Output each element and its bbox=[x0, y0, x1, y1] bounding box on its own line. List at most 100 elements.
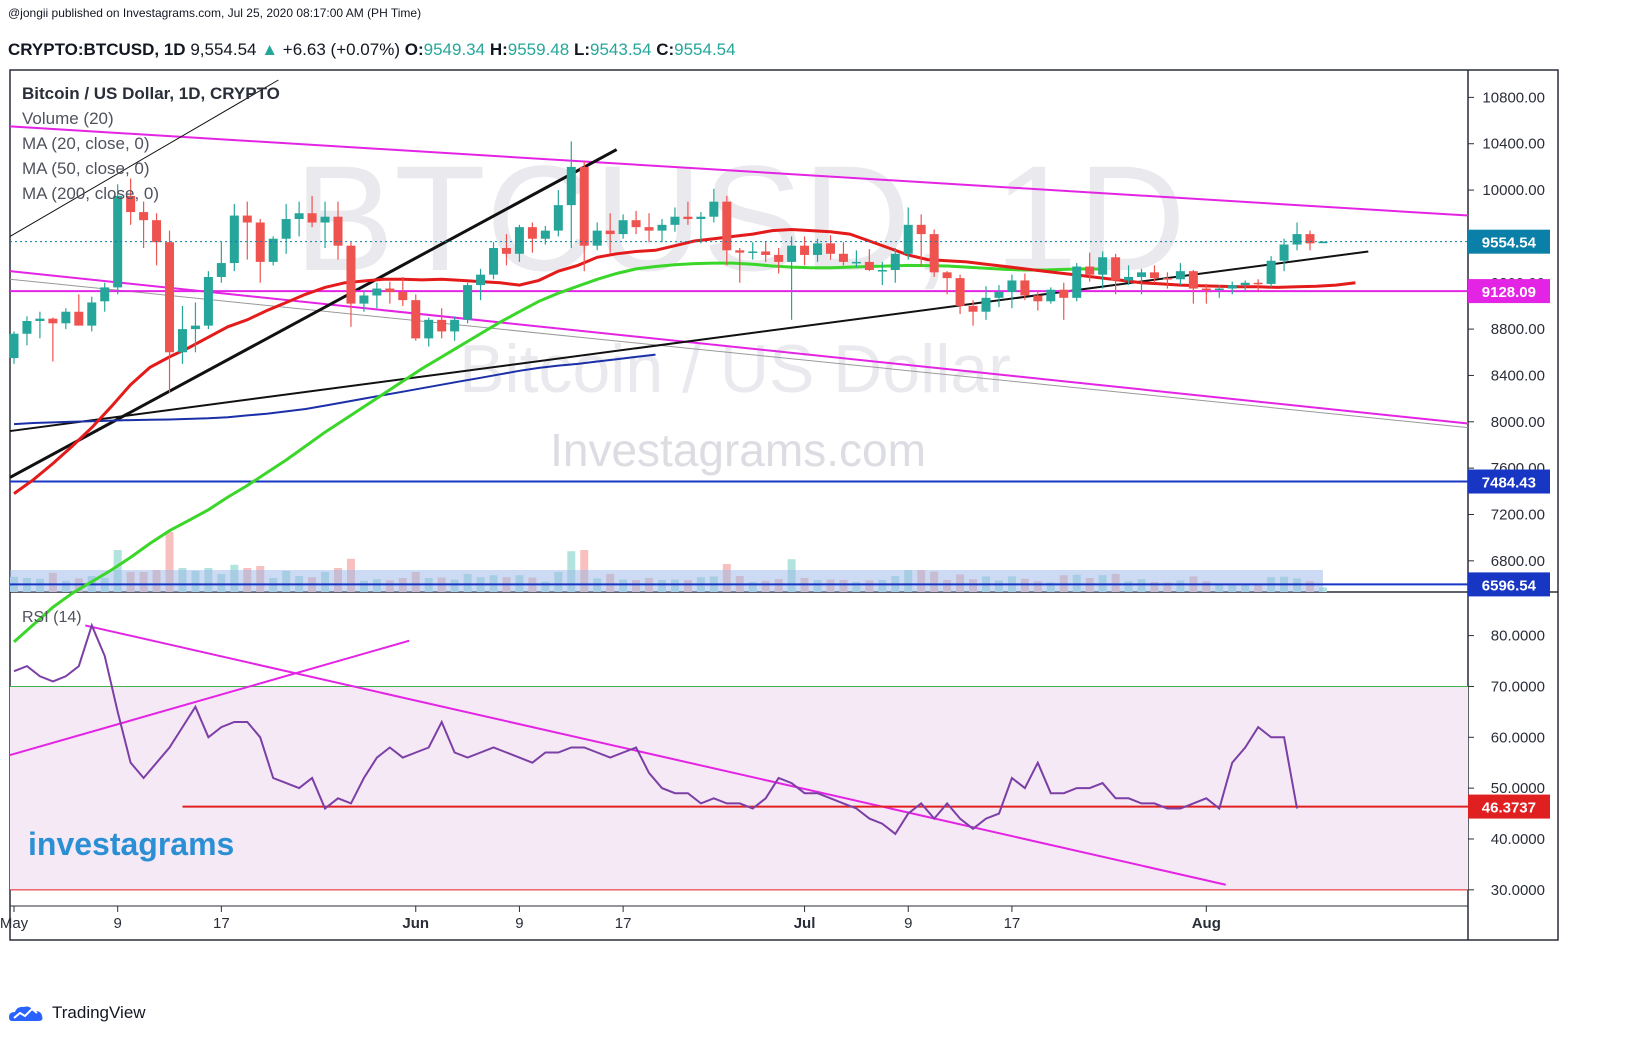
up-arrow-icon: ▲ bbox=[261, 40, 279, 59]
volume-ma-area bbox=[10, 570, 1323, 592]
watermark-site: Investagrams.com bbox=[550, 424, 926, 476]
rsi-tick-label: 80.0000 bbox=[1491, 628, 1545, 645]
candle-body bbox=[424, 319, 434, 339]
candle-body bbox=[1098, 257, 1108, 275]
candle-body bbox=[1253, 282, 1263, 285]
candle-body bbox=[113, 195, 123, 288]
candle-body bbox=[229, 215, 239, 264]
candle-body bbox=[450, 319, 460, 332]
candle-body bbox=[437, 319, 447, 332]
candle-body bbox=[87, 302, 97, 326]
price-tick-label: 7200.00 bbox=[1491, 506, 1545, 523]
candle-body bbox=[1227, 285, 1237, 289]
channel-shadow-line bbox=[9, 278, 1469, 429]
candle-body bbox=[216, 263, 226, 277]
candle-body bbox=[1007, 280, 1017, 293]
candle-body bbox=[566, 166, 576, 206]
candle-body bbox=[1214, 288, 1224, 291]
candle-body bbox=[190, 325, 200, 330]
candle-body bbox=[929, 234, 939, 273]
candle-body bbox=[605, 230, 615, 235]
legend-ma50: MA (50, close, 0) bbox=[22, 159, 150, 178]
price-tick-label: 10000.00 bbox=[1482, 182, 1545, 199]
last-price-badge bbox=[1468, 229, 1550, 254]
candle-body bbox=[35, 318, 45, 321]
steep-support-line bbox=[9, 148, 618, 479]
candle-body bbox=[968, 305, 978, 312]
rsi-tick-label: 30.0000 bbox=[1491, 882, 1545, 899]
legend-ma20: MA (20, close, 0) bbox=[22, 134, 150, 153]
last-price: 9,554.54 bbox=[190, 40, 257, 59]
level-badge bbox=[1468, 572, 1550, 597]
high-value: 9559.48 bbox=[507, 40, 570, 59]
candle-body bbox=[696, 216, 706, 220]
candle-body bbox=[1266, 260, 1276, 284]
rsi-falling-trendline bbox=[85, 624, 1226, 886]
legend-title: Bitcoin / US Dollar, 1D, CRYPTO bbox=[22, 84, 280, 103]
low-label: L: bbox=[573, 40, 590, 59]
candle-body bbox=[1085, 266, 1095, 275]
candle-body bbox=[1162, 278, 1172, 280]
candle-body bbox=[877, 270, 887, 272]
candle-body bbox=[540, 230, 550, 239]
candle-body bbox=[372, 288, 382, 296]
parallel-thin-line bbox=[9, 79, 279, 237]
high-label: H: bbox=[489, 40, 508, 59]
candle-body bbox=[489, 248, 499, 275]
candle-body bbox=[333, 216, 343, 246]
candle-body bbox=[514, 227, 524, 254]
candle-body bbox=[592, 230, 602, 246]
time-tick-label: 17 bbox=[213, 915, 230, 932]
open-value: 9549.34 bbox=[423, 40, 486, 59]
candle-body bbox=[916, 224, 926, 235]
candle-body bbox=[527, 227, 537, 239]
candle-body bbox=[255, 222, 265, 262]
quote-row: CRYPTO:BTCUSD, 1D 9,554.54 ▲ +6.63 (+0.0… bbox=[8, 40, 736, 60]
time-tick-label: 17 bbox=[615, 915, 632, 932]
price-change: +6.63 (+0.07%) bbox=[282, 40, 400, 59]
price-tick-label: 8800.00 bbox=[1491, 321, 1545, 338]
candle-body bbox=[1124, 276, 1134, 281]
candle-body bbox=[152, 220, 162, 243]
candle-body bbox=[644, 227, 654, 231]
candle-body bbox=[825, 243, 835, 254]
candle-body bbox=[683, 216, 693, 220]
candle-body bbox=[100, 287, 110, 302]
volume-bar bbox=[165, 532, 174, 592]
watermark-name: Bitcoin / US Dollar bbox=[459, 331, 1011, 407]
candle-body bbox=[501, 248, 511, 254]
symbol-label[interactable]: CRYPTO:BTCUSD, 1D bbox=[8, 40, 186, 59]
candle-body bbox=[385, 288, 395, 293]
level-badge bbox=[1468, 279, 1550, 304]
candle-body bbox=[1305, 234, 1315, 244]
candle-body bbox=[1046, 289, 1056, 302]
legend-volume: Volume (20) bbox=[22, 109, 114, 128]
candle-body bbox=[579, 166, 589, 246]
rsi-tick-label: 60.0000 bbox=[1491, 729, 1545, 746]
candle-body bbox=[74, 311, 84, 326]
candle-body bbox=[994, 292, 1004, 298]
candle-body bbox=[1072, 266, 1082, 298]
time-tick-label: 17 bbox=[1004, 915, 1021, 932]
level-label: 6596.54 bbox=[1482, 577, 1537, 594]
candle-body bbox=[709, 201, 719, 217]
candle-body bbox=[22, 320, 32, 334]
level-badge bbox=[1468, 469, 1550, 494]
rsi-rising-trendline bbox=[9, 639, 410, 757]
candle-body bbox=[1240, 282, 1250, 286]
candle-body bbox=[748, 251, 758, 253]
candle-body bbox=[553, 205, 563, 231]
close-label: C: bbox=[656, 40, 675, 59]
candle-body bbox=[774, 254, 784, 262]
level-label: 7484.43 bbox=[1482, 475, 1536, 492]
candle-body bbox=[1175, 271, 1185, 280]
rsi-level-badge bbox=[1468, 794, 1550, 819]
tradingview-footer[interactable]: TradingView bbox=[8, 1003, 146, 1023]
time-tick-label: 9 bbox=[114, 915, 122, 932]
candle-body bbox=[126, 195, 136, 213]
candle-body bbox=[61, 311, 71, 324]
rsi-tick-label: 70.0000 bbox=[1491, 678, 1545, 695]
price-tick-label: 10800.00 bbox=[1482, 89, 1545, 106]
candle-body bbox=[890, 253, 900, 271]
